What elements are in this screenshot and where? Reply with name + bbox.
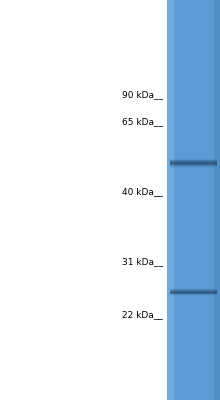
- Bar: [170, 159, 217, 160]
- Bar: [170, 167, 217, 168]
- Bar: [170, 157, 217, 158]
- Text: 90 kDa__: 90 kDa__: [122, 90, 163, 100]
- Bar: [170, 292, 217, 293]
- Bar: [170, 287, 217, 288]
- Bar: [170, 290, 217, 291]
- Bar: [170, 163, 217, 164]
- Bar: [170, 168, 217, 169]
- Bar: [170, 293, 217, 294]
- Bar: [170, 158, 217, 159]
- Bar: [170, 294, 217, 295]
- Bar: [170, 288, 217, 290]
- Bar: [170, 297, 217, 298]
- Text: 40 kDa__: 40 kDa__: [122, 188, 163, 196]
- Bar: [170, 161, 217, 162]
- Bar: [170, 296, 217, 297]
- Bar: [170, 169, 217, 170]
- Bar: [170, 160, 217, 161]
- Bar: [170, 291, 217, 292]
- Bar: [170, 296, 217, 297]
- Bar: [170, 165, 217, 166]
- Bar: [170, 162, 217, 164]
- Bar: [170, 164, 217, 165]
- Bar: [170, 288, 217, 289]
- Bar: [170, 168, 217, 169]
- Bar: [170, 292, 217, 293]
- Bar: [167, 0, 174, 400]
- Text: 22 kDa__: 22 kDa__: [123, 310, 163, 320]
- Bar: [170, 158, 217, 159]
- Bar: [170, 164, 217, 165]
- Bar: [167, 0, 220, 400]
- Bar: [170, 295, 217, 296]
- Bar: [170, 169, 217, 170]
- Bar: [170, 289, 217, 290]
- Bar: [214, 0, 220, 400]
- Bar: [170, 289, 217, 290]
- Bar: [170, 165, 217, 166]
- Text: 31 kDa__: 31 kDa__: [122, 258, 163, 266]
- Bar: [170, 288, 217, 289]
- Bar: [170, 166, 217, 168]
- Bar: [170, 166, 217, 167]
- Bar: [170, 287, 217, 288]
- Bar: [170, 156, 217, 157]
- Bar: [170, 291, 217, 292]
- Bar: [170, 292, 217, 294]
- Bar: [170, 158, 217, 160]
- Bar: [170, 294, 217, 295]
- Bar: [170, 286, 217, 288]
- Bar: [170, 294, 217, 296]
- Bar: [170, 296, 217, 298]
- Bar: [170, 290, 217, 291]
- Bar: [170, 162, 217, 163]
- Bar: [170, 293, 217, 294]
- Bar: [170, 161, 217, 162]
- Bar: [170, 156, 217, 158]
- Bar: [170, 160, 217, 162]
- Text: 65 kDa__: 65 kDa__: [122, 118, 163, 126]
